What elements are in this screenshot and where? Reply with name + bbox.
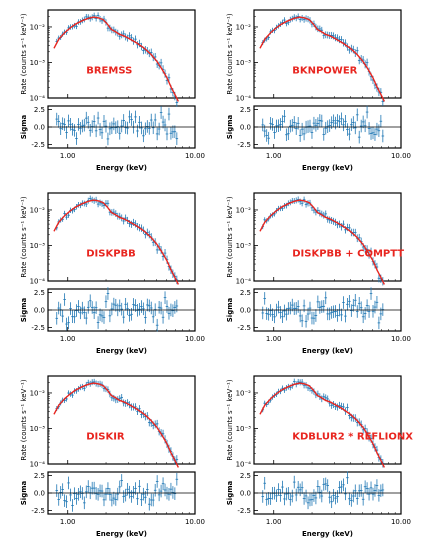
panel-1: 10⁻² 10⁻³ 10⁻⁴ BREMSS 2.5 0.0 -2.5 1.00 10.00 Ene… [20, 9, 205, 172]
x-axis-label: Energy (keV) [96, 530, 147, 538]
y-tick-label: 10⁻³ [30, 59, 46, 67]
residual-y-tick-label: -2.5 [31, 507, 45, 515]
x-tick-label: 10.00 [391, 152, 411, 160]
residual-y-tick-label: 0.0 [34, 124, 45, 132]
panel-4: 10⁻² 10⁻³ 10⁻⁴ DISKPBB + COMPTT 2.5 0.0 -2.5 1.… [226, 192, 411, 355]
x-axis-label: Energy (keV) [302, 530, 353, 538]
residual-y-tick-label: -2.5 [237, 507, 251, 515]
x-tick-label: 1.00 [60, 335, 76, 343]
y-tick-label: 10⁻² [30, 23, 46, 31]
y-tick-label: 10⁻³ [236, 242, 252, 250]
y-axis-label: Rate (counts s⁻¹ keV⁻¹) [20, 379, 28, 460]
x-axis-label: Energy (keV) [302, 347, 353, 355]
x-tick-label: 10.00 [185, 335, 205, 343]
spectrum-frame [47, 192, 196, 282]
model-curve [259, 16, 385, 102]
y-tick-label: 10⁻⁴ [236, 95, 252, 103]
y-tick-label: 10⁻² [30, 389, 46, 397]
y-axis-label: Rate (counts s⁻¹ keV⁻¹) [20, 13, 28, 94]
x-axis-label: Energy (keV) [302, 164, 353, 172]
residual-y-tick-label: 2.5 [240, 472, 251, 480]
y-tick-label: 10⁻² [236, 389, 252, 397]
model-label: DISKPBB + COMPTT [292, 248, 404, 259]
model-label: BKNPOWER [292, 65, 357, 76]
y-axis-label: Rate (counts s⁻¹ keV⁻¹) [20, 196, 28, 277]
model-curve [259, 382, 385, 468]
x-tick-label: 1.00 [266, 518, 282, 526]
x-tick-label: 10.00 [185, 518, 205, 526]
y-axis-label: Rate (counts s⁻¹ keV⁻¹) [226, 13, 234, 94]
residual-y-tick-label: 0.0 [34, 307, 45, 315]
y-tick-label: 10⁻⁴ [30, 278, 46, 286]
residual-y-tick-label: -2.5 [237, 324, 251, 332]
x-axis-label: Energy (keV) [96, 164, 147, 172]
y-axis-label: Rate (counts s⁻¹ keV⁻¹) [226, 196, 234, 277]
y-tick-label: 10⁻² [236, 23, 252, 31]
residual-y-tick-label: 2.5 [240, 106, 251, 114]
model-curve [53, 382, 179, 468]
y-tick-label: 10⁻⁴ [30, 461, 46, 469]
model-curve [259, 199, 385, 285]
panel-2: 10⁻² 10⁻³ 10⁻⁴ BKNPOWER 2.5 0.0 -2.5 1.00 10.00 E… [226, 9, 411, 172]
residual-y-tick-label: 2.5 [34, 106, 45, 114]
model-label: DISKPBB [86, 248, 136, 259]
spectrum-frame [253, 9, 402, 99]
x-tick-label: 10.00 [185, 152, 205, 160]
model-curve [53, 199, 179, 285]
residual-y-tick-label: -2.5 [31, 141, 45, 149]
residual-y-tick-label: 2.5 [240, 289, 251, 297]
residual-y-axis-label: Sigma [20, 114, 28, 139]
residual-y-axis-label: Sigma [20, 297, 28, 322]
x-tick-label: 1.00 [60, 152, 76, 160]
model-label: KDBLUR2 * REFLIONX [292, 431, 413, 442]
y-tick-label: 10⁻³ [30, 242, 46, 250]
residual-y-tick-label: 0.0 [240, 124, 251, 132]
residual-y-axis-label: Sigma [226, 480, 234, 505]
residual-y-axis-label: Sigma [226, 297, 234, 322]
panel-5: 10⁻² 10⁻³ 10⁻⁴ DISKIR 2.5 0.0 -2.5 1.00 10.00 Ene… [20, 375, 205, 538]
x-tick-label: 1.00 [266, 152, 282, 160]
residual-y-tick-label: 0.0 [34, 490, 45, 498]
spectrum-frame [253, 192, 402, 282]
y-axis-label: Rate (counts s⁻¹ keV⁻¹) [226, 379, 234, 460]
residual-y-tick-label: 2.5 [34, 472, 45, 480]
residual-y-tick-label: -2.5 [31, 324, 45, 332]
panel-6: 10⁻² 10⁻³ 10⁻⁴ KDBLUR2 * REFLIONX 2.5 0.0 -2.5… [226, 375, 413, 538]
y-tick-label: 10⁻³ [236, 59, 252, 67]
y-tick-label: 10⁻⁴ [30, 95, 46, 103]
y-tick-label: 10⁻³ [236, 425, 252, 433]
x-tick-label: 1.00 [266, 335, 282, 343]
y-tick-label: 10⁻³ [30, 425, 46, 433]
spectrum-frame [47, 9, 196, 99]
model-curve [53, 16, 179, 102]
residual-y-axis-label: Sigma [20, 480, 28, 505]
x-tick-label: 10.00 [391, 518, 411, 526]
y-tick-label: 10⁻² [30, 206, 46, 214]
y-tick-label: 10⁻² [236, 206, 252, 214]
residual-y-axis-label: Sigma [226, 114, 234, 139]
y-tick-label: 10⁻⁴ [236, 461, 252, 469]
model-label: DISKIR [86, 431, 125, 442]
residual-y-tick-label: 2.5 [34, 289, 45, 297]
spectrum-frame [47, 375, 196, 465]
residual-y-tick-label: 0.0 [240, 490, 251, 498]
x-tick-label: 10.00 [391, 335, 411, 343]
residual-y-tick-label: -2.5 [237, 141, 251, 149]
y-tick-label: 10⁻⁴ [236, 278, 252, 286]
residual-y-tick-label: 0.0 [240, 307, 251, 315]
x-axis-label: Energy (keV) [96, 347, 147, 355]
spectrum-frame [253, 375, 402, 465]
x-tick-label: 1.00 [60, 518, 76, 526]
panel-3: 10⁻² 10⁻³ 10⁻⁴ DISKPBB 2.5 0.0 -2.5 1.00 10.00 En… [20, 192, 205, 355]
model-label: BREMSS [86, 65, 132, 76]
